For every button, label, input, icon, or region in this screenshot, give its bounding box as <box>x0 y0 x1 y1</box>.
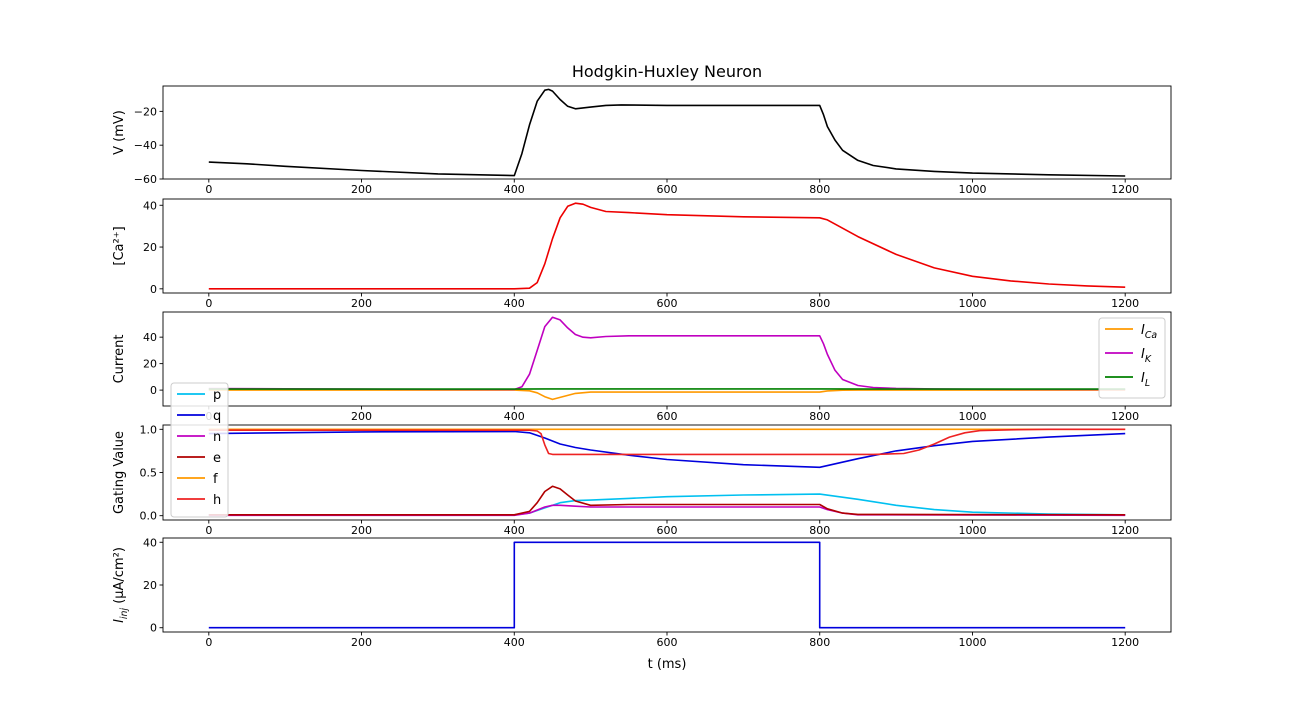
y-axis-label: Iinj (μA/cm²) <box>112 547 130 623</box>
y-tick-label: 40 <box>143 199 157 212</box>
axes-frame <box>162 85 1172 180</box>
legend-entry: IL <box>1141 371 1150 389</box>
y-tick-label: −20 <box>134 105 157 118</box>
x-tick-label: 1200 <box>1111 636 1139 649</box>
axes-frame <box>162 537 1172 633</box>
legend-entry: q <box>213 409 221 424</box>
x-tick-label: 0 <box>205 636 212 649</box>
series-line-voltage-0 <box>208 88 1126 177</box>
x-tick-label: 0 <box>205 524 212 537</box>
x-tick-label: 1000 <box>958 297 986 310</box>
x-tick-label: 200 <box>351 636 372 649</box>
x-tick-label: 400 <box>504 183 525 196</box>
x-tick-label: 0 <box>205 297 212 310</box>
x-tick-label: 400 <box>504 410 525 423</box>
subplot-injected: 0 200 400 600 800 1000 1200 0 20 40 Iinj (μA/cm²) <box>112 536 1172 649</box>
series-line-injected-0 <box>208 541 1126 629</box>
series-line-gating-e <box>208 485 1126 516</box>
legend-entry: IK <box>1141 347 1152 365</box>
x-tick-label: 200 <box>351 183 372 196</box>
x-tick-label: 200 <box>351 297 372 310</box>
x-tick-label: 400 <box>504 297 525 310</box>
x-tick-label: 1200 <box>1111 297 1139 310</box>
x-tick-label: 800 <box>809 183 830 196</box>
series-line-current-ica <box>208 389 1126 401</box>
x-tick-label: 600 <box>657 524 678 537</box>
x-tick-label: 1000 <box>958 636 986 649</box>
x-tick-label: 1000 <box>958 183 986 196</box>
y-tick-label: 40 <box>143 331 157 344</box>
y-tick-label: 20 <box>143 358 157 371</box>
x-tick-label: 1000 <box>958 524 986 537</box>
figure-title: Hodgkin-Huxley Neuron <box>572 62 762 81</box>
y-tick-label: 40 <box>143 536 157 549</box>
y-tick-label: 0 <box>150 622 157 635</box>
subplot-voltage: 0 200 400 600 800 1000 1200 −60 −40 −20 V (mV) <box>112 85 1172 196</box>
series-line-gating-q <box>208 430 1126 469</box>
x-tick-label: 0 <box>205 183 212 196</box>
legend-box <box>1098 317 1166 399</box>
x-tick-label: 400 <box>504 524 525 537</box>
series-line-calcium-0 <box>208 202 1126 290</box>
x-tick-label: 600 <box>657 183 678 196</box>
y-axis-label: [Ca²⁺] <box>112 226 127 265</box>
y-tick-label: 0 <box>150 283 157 296</box>
x-tick-label: 800 <box>809 524 830 537</box>
y-axis-label: Gating Value <box>112 431 127 514</box>
y-tick-label: 20 <box>143 241 157 254</box>
x-tick-label: 600 <box>657 636 678 649</box>
x-tick-label: 600 <box>657 297 678 310</box>
x-tick-label: 200 <box>351 410 372 423</box>
legend-entry: n <box>213 430 221 445</box>
legend-entry: p <box>213 388 221 403</box>
y-tick-label: −60 <box>134 173 157 186</box>
subplot-current: 02004006008001000120002040CurrentICaIKIL <box>112 311 1172 423</box>
legend-entry: ICa <box>1141 323 1157 341</box>
subplot-calcium: 0 200 400 600 800 1000 1200 0 20 40 [Ca²⁺] <box>112 198 1172 310</box>
subplots: 0 200 400 600 800 1000 1200−60−40−20V (mV)0 200… <box>112 85 1172 649</box>
legend-entry: h <box>213 493 221 508</box>
series-line-gating-h <box>208 428 1126 456</box>
series-line-current-ik <box>208 316 1126 391</box>
x-tick-label: 200 <box>351 524 372 537</box>
y-tick-label: 20 <box>143 579 157 592</box>
x-tick-label: 400 <box>504 636 525 649</box>
y-tick-label: 0.5 <box>140 467 158 480</box>
x-tick-label: 800 <box>809 636 830 649</box>
x-tick-label: 1200 <box>1111 183 1139 196</box>
x-tick-label: 1200 <box>1111 524 1139 537</box>
y-tick-label: −40 <box>134 139 157 152</box>
x-axis-label: t (ms) <box>648 657 687 672</box>
legend-entry: f <box>213 472 218 487</box>
y-tick-label: 1.0 <box>140 423 158 436</box>
legend: ICa IK IL <box>1098 317 1166 399</box>
x-tick-label: 1200 <box>1111 410 1139 423</box>
axes-frame <box>162 198 1172 294</box>
subplot-gating: 0 200 400 600 800 1000 1200 0.0 0.5 1.0 Gating Val… <box>112 382 1172 537</box>
x-tick-label: 1000 <box>958 410 986 423</box>
x-tick-label: 600 <box>657 410 678 423</box>
x-tick-label: 800 <box>809 410 830 423</box>
y-axis-label: V (mV) <box>112 110 127 155</box>
legend-entry: e <box>213 451 221 466</box>
y-tick-label: 0.0 <box>140 510 158 523</box>
legend-box <box>170 382 229 518</box>
x-tick-label: 800 <box>809 297 830 310</box>
y-tick-label: 0 <box>150 384 157 397</box>
y-axis-label: Current <box>112 335 127 384</box>
